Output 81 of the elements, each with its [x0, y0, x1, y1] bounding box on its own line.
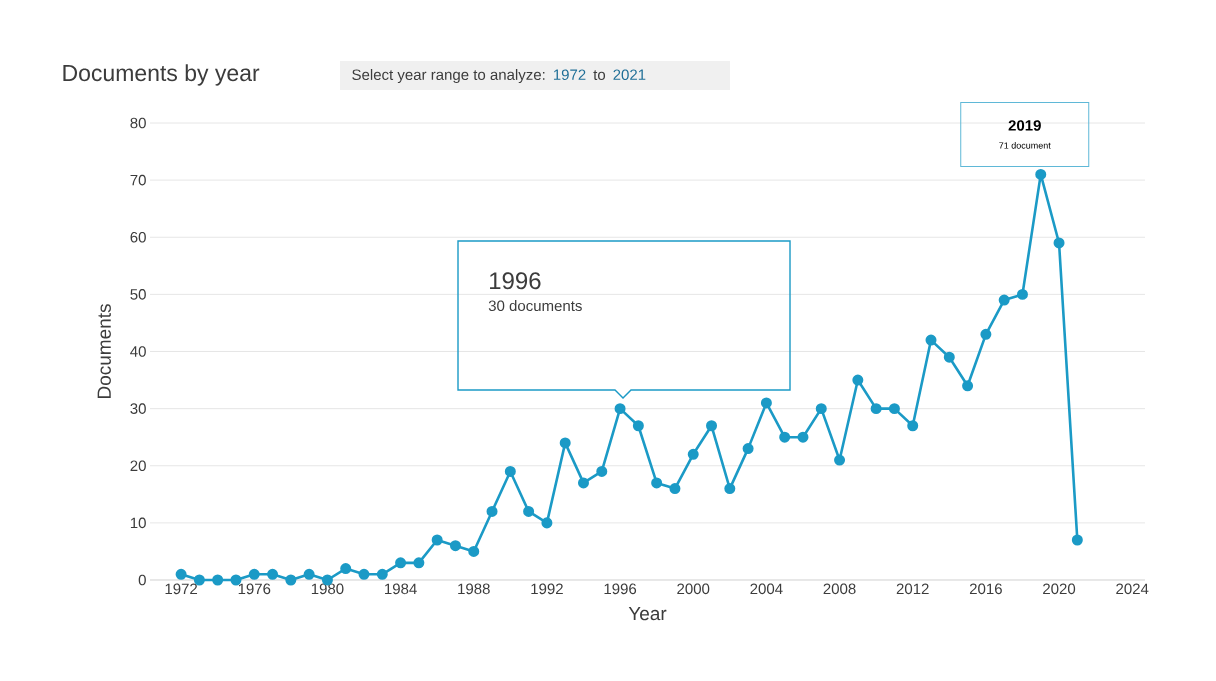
x-tick-label: 2024 — [1116, 583, 1149, 595]
x-tick-label: 1972 — [165, 583, 198, 595]
text: 2021 — [613, 69, 646, 81]
x-tick-label: 2004 — [750, 583, 783, 595]
point — [559, 437, 571, 449]
point — [815, 403, 827, 415]
point — [614, 403, 626, 415]
point — [687, 448, 699, 460]
annotation: 1996 — [490, 272, 541, 290]
point — [468, 545, 480, 557]
point — [1016, 288, 1028, 300]
x-tick-label: 1992 — [531, 583, 563, 595]
y-axis-title: Documents — [97, 304, 111, 398]
point — [596, 465, 608, 477]
point — [724, 483, 736, 495]
point — [395, 557, 407, 569]
point — [742, 443, 754, 455]
chart-title: Documents by year — [63, 64, 260, 86]
x-tick-label: 2016 — [969, 583, 1002, 595]
point — [760, 397, 772, 409]
x-tick-label: 1988 — [458, 583, 490, 595]
point — [248, 568, 260, 580]
annotation: 2019 — [1008, 120, 1041, 131]
point — [779, 431, 791, 443]
x-tick-label: 1976 — [238, 583, 271, 595]
y-tick-label: 50 — [130, 289, 146, 300]
x-tick-label: 1980 — [311, 583, 344, 595]
point — [267, 568, 279, 580]
annotation: 71 document — [999, 142, 1051, 149]
point — [651, 477, 663, 489]
annotation: 30 documents — [488, 300, 582, 312]
point — [834, 454, 846, 466]
point — [340, 563, 352, 575]
y-tick-label: 10 — [130, 517, 146, 529]
point — [797, 431, 809, 443]
text: 1972 — [553, 69, 586, 81]
point — [1053, 237, 1065, 249]
point — [486, 505, 498, 517]
point — [669, 483, 681, 495]
x-tick-label: 2000 — [677, 583, 710, 595]
y-tick-label: 80 — [130, 117, 146, 129]
point — [212, 574, 224, 586]
y-tick-label: 60 — [130, 231, 146, 243]
point — [925, 334, 937, 346]
x-tick-label: 1984 — [385, 583, 417, 595]
point — [980, 328, 992, 340]
point — [541, 517, 553, 529]
point — [376, 568, 388, 580]
x-tick-label: 2012 — [896, 583, 929, 595]
point — [449, 540, 461, 552]
point — [962, 380, 974, 392]
point — [504, 465, 516, 477]
y-tick-label: 0 — [138, 574, 146, 586]
y-tick-label: 30 — [130, 403, 146, 414]
x-tick-label: 1996 — [604, 583, 637, 595]
point — [413, 557, 425, 569]
x-tick-label: 2020 — [1043, 583, 1076, 595]
point — [431, 534, 443, 546]
point — [907, 420, 919, 432]
point — [706, 420, 718, 432]
point — [175, 568, 187, 580]
point — [943, 351, 955, 363]
y-tick-label: 20 — [130, 460, 146, 472]
point — [632, 420, 644, 432]
point — [1035, 168, 1047, 180]
point — [1071, 534, 1083, 546]
point — [303, 568, 315, 580]
y-tick-label: 40 — [130, 346, 146, 357]
x-tick-label: 2008 — [823, 583, 856, 595]
x-axis-title: Year — [628, 607, 667, 621]
point — [577, 477, 589, 489]
point — [870, 403, 882, 415]
y-tick-label: 70 — [130, 174, 146, 186]
point — [523, 505, 535, 517]
text: to — [593, 70, 606, 81]
point — [888, 403, 900, 415]
point — [998, 294, 1010, 306]
point — [358, 568, 370, 580]
point — [285, 574, 297, 586]
text: Select year range to analyze: — [352, 69, 545, 83]
point — [852, 374, 864, 386]
